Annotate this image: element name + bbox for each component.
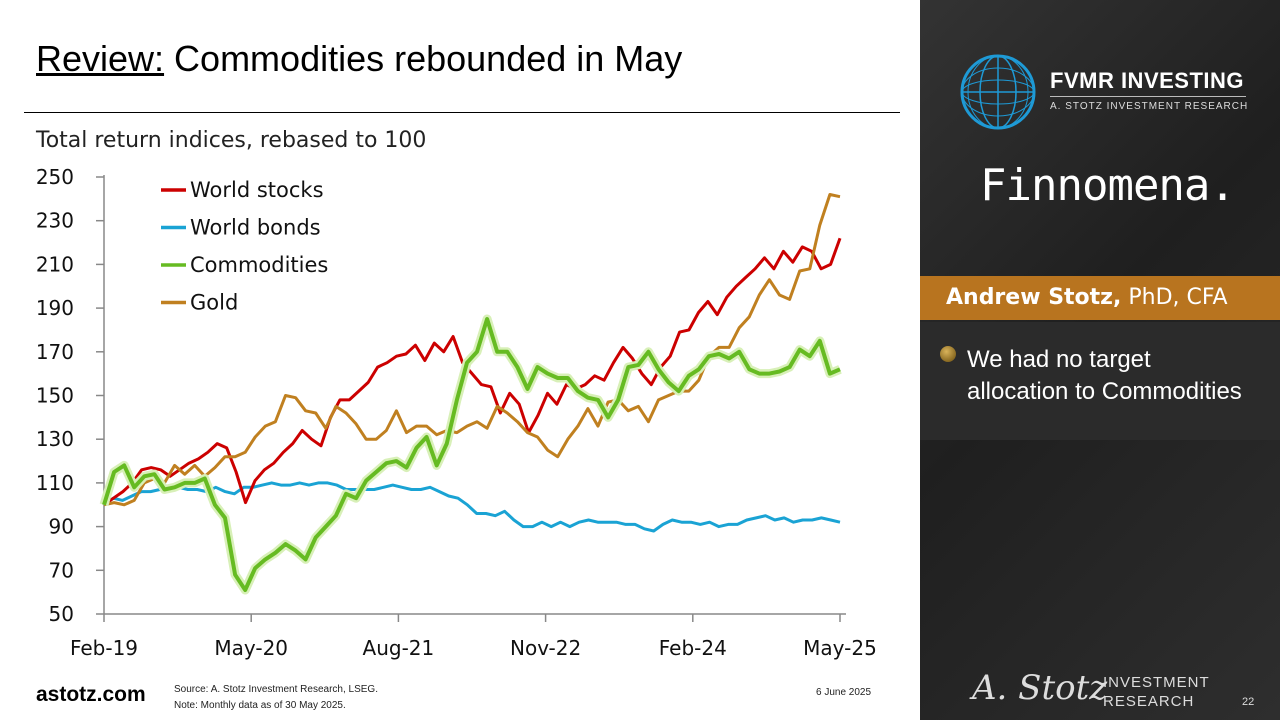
legend-label-world-bonds: World bonds [190, 216, 321, 240]
legend-label-gold: Gold [190, 291, 238, 315]
gold-line [103, 193, 841, 507]
logo-line-investment: INVESTMENT [1103, 674, 1210, 691]
x-tick-label: Aug-21 [363, 636, 435, 660]
page-number: 22 [1242, 696, 1255, 708]
commodities-line [102, 317, 841, 592]
y-tick-label: 50 [49, 602, 74, 626]
globe-logo-icon [960, 54, 1036, 130]
legend-label-world-stocks: World stocks [190, 178, 324, 202]
y-axis-ticks: 50 70 90 110 130 150 170 190 210 230 250 [36, 165, 104, 626]
y-tick-label: 110 [36, 471, 74, 495]
y-tick-label: 190 [36, 296, 74, 320]
x-axis-ticks: Feb-19 May-20 Aug-21 Nov-22 Feb-24 May-25 [70, 614, 877, 660]
stotz-signature-logo: A. Stotz [972, 668, 1108, 708]
world-bonds-line [103, 481, 841, 533]
brand-divider [1050, 96, 1246, 97]
legend-label-commodities: Commodities [190, 253, 328, 277]
right-panel: FVMR INVESTING A. STOTZ INVESTMENT RESEA… [920, 0, 1280, 720]
line-chart: 50 70 90 110 130 150 170 190 210 230 250 Feb-19 May… [36, 165, 877, 660]
source-line: Source: A. Stotz Investment Research, LS… [174, 684, 378, 695]
legend: World stocks World bonds Commodities Gold [161, 178, 328, 315]
presenter-credentials: PhD, CFA [1121, 285, 1228, 310]
presenter-name-bold: Andrew Stotz, [946, 285, 1122, 310]
y-tick-label: 70 [49, 558, 74, 582]
logo-line-research: RESEARCH [1103, 693, 1195, 710]
bullet-area [920, 322, 1280, 440]
bullet-icon [940, 346, 956, 362]
y-tick-label: 90 [49, 515, 74, 539]
title-text: Commodities rebounded in May [164, 38, 683, 79]
title-rule [24, 112, 900, 113]
y-tick-label: 250 [36, 165, 74, 189]
x-tick-label: May-25 [803, 636, 877, 660]
note-line: Note: Monthly data as of 30 May 2025. [174, 700, 346, 711]
chart-axes [103, 175, 846, 615]
series-lines [99, 193, 842, 595]
slide-date: 6 June 2025 [816, 687, 872, 698]
x-tick-label: Nov-22 [510, 636, 581, 660]
title-review: Review: [36, 38, 165, 79]
world-stocks-line [103, 237, 842, 507]
source-note: Source: A. Stotz Investment Research, LS… [174, 682, 378, 714]
bullet-text: We had no target allocation to Commoditi… [967, 346, 1242, 405]
y-tick-label: 210 [36, 252, 74, 276]
presenter-bar [920, 276, 1280, 320]
site-url[interactable]: astotz.com [36, 683, 146, 706]
chart-title: Total return indices, rebased to 100 [36, 128, 427, 153]
fvmr-brand-subtitle: A. STOTZ INVESTMENT RESEARCH [1050, 101, 1249, 112]
x-tick-label: May-20 [214, 636, 288, 660]
x-tick-label: Feb-19 [70, 636, 138, 660]
y-tick-label: 130 [36, 427, 74, 451]
x-tick-label: Feb-24 [659, 636, 727, 660]
y-tick-label: 230 [36, 209, 74, 233]
y-tick-label: 170 [36, 340, 74, 364]
y-tick-label: 150 [36, 384, 74, 408]
slide-title: Review: Commodities rebounded in May [36, 38, 682, 80]
fvmr-brand-name: FVMR INVESTING [1050, 68, 1245, 93]
finnomena-logo: Finnomena. [980, 160, 1236, 211]
presenter-name: Andrew Stotz, PhD, CFA [946, 285, 1228, 310]
